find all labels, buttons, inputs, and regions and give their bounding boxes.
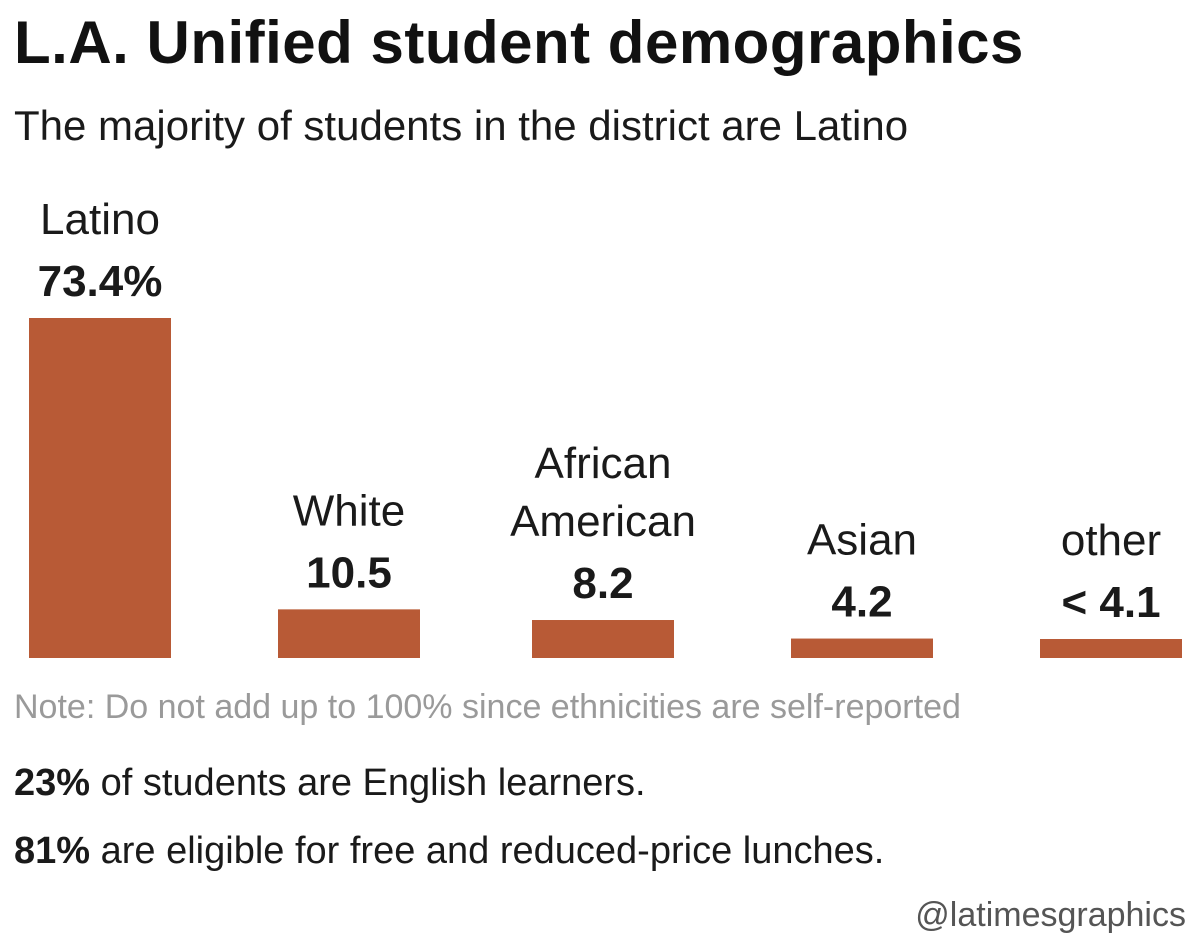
category-label-african-american-line-1: African <box>535 439 672 488</box>
free-lunch-text: are eligible for free and reduced-price … <box>90 830 885 872</box>
bar-white <box>278 609 420 658</box>
chart-subtitle: The majority of students in the district… <box>14 102 909 149</box>
category-label-white: White <box>293 486 405 535</box>
free-lunch-pct: 81% <box>14 830 91 872</box>
source-credit: @latimesgraphics <box>915 896 1186 934</box>
value-label-asian: 4.2 <box>831 578 892 627</box>
chart-note: Note: Do not add up to 100% since ethnic… <box>14 688 961 726</box>
bar-african-american <box>532 620 674 658</box>
english-learners-fact: 23% of students are English learners. <box>14 762 646 805</box>
english-learners-text: of students are English learners. <box>90 762 646 804</box>
category-label-latino: Latino <box>40 195 160 244</box>
english-learners-pct: 23% <box>14 762 91 804</box>
value-label-other: < 4.1 <box>1061 578 1160 627</box>
category-label-asian: Asian <box>807 516 917 565</box>
bar-latino <box>29 318 171 658</box>
bar-asian <box>791 638 933 658</box>
value-label-african-american: 8.2 <box>572 559 633 608</box>
chart-title: L.A. Unified student demographics <box>14 9 1024 76</box>
category-label-african-american-line-2: American <box>510 497 696 546</box>
category-label-other: other <box>1061 516 1161 565</box>
bar-chart: 73.4% Latino 10.5 White 8.2 African American 4.… <box>29 195 1182 658</box>
value-label-latino: 73.4% <box>38 257 163 306</box>
value-label-white: 10.5 <box>306 548 392 597</box>
bar-other <box>1040 639 1182 658</box>
free-lunch-fact: 81% are eligible for free and reduced-pr… <box>14 830 884 873</box>
